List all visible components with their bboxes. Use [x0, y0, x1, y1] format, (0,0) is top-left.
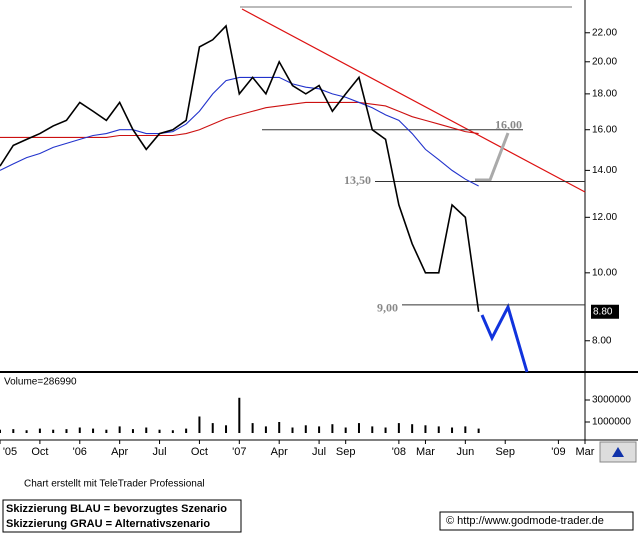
volume-bar — [291, 427, 294, 433]
volume-bar — [278, 421, 281, 433]
y-tick-label: 20.00 — [592, 56, 617, 67]
x-tick-label: Jul — [312, 446, 326, 458]
volume-bar — [397, 423, 400, 433]
volume-bar — [451, 427, 454, 433]
blue-scenario — [480, 302, 529, 373]
series-line — [0, 101, 479, 138]
volume-bar — [131, 429, 134, 433]
x-tick-label: Oct — [31, 446, 48, 458]
y-tick-label: 18.00 — [592, 89, 617, 100]
y-tick-label: 16.00 — [592, 124, 617, 135]
x-tick-label: Sep — [495, 446, 515, 458]
volume-bar — [52, 429, 55, 433]
x-tick-label: '07 — [232, 446, 246, 458]
volume-bar — [185, 428, 188, 433]
volume-bar — [424, 425, 427, 433]
series-line — [0, 76, 479, 187]
volume-bar — [437, 426, 440, 433]
volume-tick-label: 3000000 — [592, 395, 631, 406]
gray-scenario — [475, 132, 510, 182]
volume-bar — [105, 429, 108, 433]
x-tick-label: Oct — [191, 446, 208, 458]
level-label: 9,00 — [377, 301, 398, 315]
volume-bar — [264, 426, 267, 433]
volume-bar — [78, 427, 81, 433]
volume-bar — [344, 427, 347, 433]
volume-bar — [318, 426, 321, 433]
volume-bar — [477, 428, 480, 433]
x-tick-label: '08 — [392, 446, 406, 458]
footer: Chart erstellt mit TeleTrader Profession… — [24, 479, 205, 490]
y-tick-label: 10.00 — [592, 267, 617, 278]
volume-bar — [304, 425, 307, 433]
volume-bar — [411, 424, 414, 433]
x-tick-label: '05 — [3, 446, 17, 458]
legend-box — [2, 499, 242, 533]
x-tick-label: '09 — [551, 446, 565, 458]
volume-bar — [38, 428, 41, 433]
volume-bar — [464, 426, 467, 433]
level-label: 13,50 — [344, 173, 371, 187]
x-tick-label: Mar — [416, 446, 435, 458]
legend-line: Skizzierung BLAU = bevorzugtes Szenario — [6, 503, 227, 515]
volume-bar — [12, 429, 15, 433]
series-line — [0, 24, 480, 312]
x-tick-label: Jul — [153, 446, 167, 458]
x-tick-label: Apr — [271, 446, 288, 458]
volume-bar — [238, 397, 241, 433]
legend-line: Skizzierung GRAU = Alternativszenario — [6, 518, 210, 530]
volume-bar — [92, 428, 95, 433]
volume-bar — [118, 426, 121, 433]
source: © http://www.godmode-trader.de — [446, 515, 604, 527]
volume-bar — [357, 423, 360, 433]
y-tick-label: 8.00 — [592, 335, 612, 346]
volume-label: Volume=286990 — [4, 377, 77, 388]
volume-bar — [371, 426, 374, 433]
button-icon — [612, 447, 624, 457]
volume-bar — [225, 425, 228, 433]
volume-bar — [251, 423, 254, 433]
volume-bar — [384, 427, 387, 433]
last-price-label: 8.80 — [593, 306, 613, 317]
y-tick-label: 12.00 — [592, 212, 617, 223]
x-tick-label: Jun — [456, 446, 474, 458]
trend-line — [241, 8, 586, 193]
x-tick-label: '06 — [73, 446, 87, 458]
volume-tick-label: 1000000 — [592, 417, 631, 428]
volume-bar — [145, 427, 148, 433]
y-tick-label: 22.00 — [592, 27, 617, 38]
volume-bar — [65, 429, 68, 433]
level-label: 16,00 — [495, 117, 522, 131]
y-tick-label: 14.00 — [592, 165, 617, 176]
source-box — [439, 511, 634, 531]
volume-bar — [198, 416, 201, 433]
volume-bar — [158, 429, 161, 433]
volume-bar — [211, 423, 214, 433]
x-tick-label: Apr — [111, 446, 128, 458]
volume-bar — [331, 424, 334, 433]
last-price-box — [591, 304, 619, 319]
x-tick-label: Sep — [336, 446, 356, 458]
volume-bar — [25, 430, 28, 433]
volume-bar — [171, 430, 174, 433]
volume-bar — [0, 429, 1, 433]
x-tick-label: Mar — [576, 446, 595, 458]
